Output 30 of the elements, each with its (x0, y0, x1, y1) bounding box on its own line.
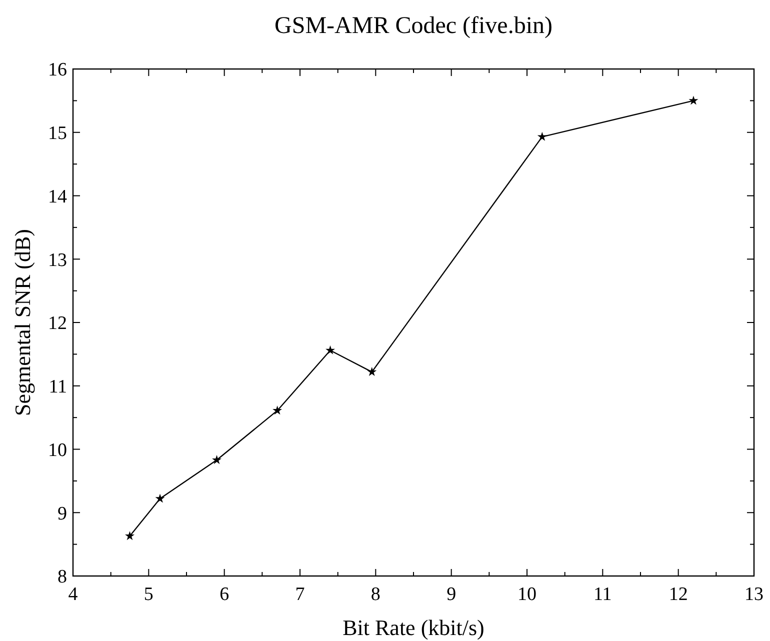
y-axis-title: Segmental SNR (dB) (10, 229, 35, 416)
x-tick-label: 9 (446, 584, 456, 605)
x-tick-label: 11 (594, 584, 612, 605)
point (537, 132, 547, 141)
point (272, 406, 282, 415)
x-tick-label: 5 (144, 584, 154, 605)
x-tick-label: 10 (518, 584, 536, 605)
x-tick-label: 4 (68, 584, 78, 605)
point (688, 96, 698, 105)
y-tick-label: 16 (48, 60, 67, 81)
x-tick-label: 13 (744, 584, 764, 605)
y-tick-label: 10 (48, 440, 67, 461)
x-tick-label: 12 (668, 584, 688, 605)
point (212, 455, 222, 464)
y-tick-label: 8 (58, 566, 67, 588)
point (155, 494, 165, 503)
point (125, 531, 134, 540)
y-tick-label: 11 (48, 376, 67, 398)
x-tick-label: 8 (370, 584, 380, 605)
chart-title: GSM-AMR Codec (five.bin) (274, 13, 552, 39)
point (367, 366, 377, 376)
x-axis-title: Bit Rate (kbit/s) (342, 615, 484, 640)
y-tick-label: 14 (48, 186, 68, 208)
y-tick-label: 12 (48, 313, 67, 334)
y-tick-label: 9 (58, 503, 67, 524)
x-tick-label: 7 (295, 584, 305, 605)
point (326, 345, 336, 354)
x-tick-label: 6 (220, 584, 230, 605)
y-tick-label: 15 (48, 123, 67, 144)
y-tick-label: 13 (48, 250, 67, 271)
